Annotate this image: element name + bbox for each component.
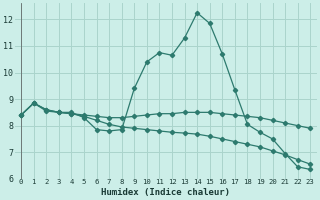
X-axis label: Humidex (Indice chaleur): Humidex (Indice chaleur)	[101, 188, 230, 197]
